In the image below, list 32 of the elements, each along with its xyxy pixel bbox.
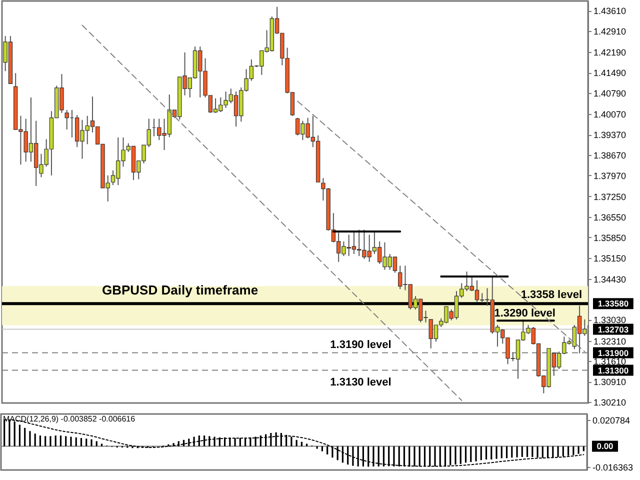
ref-line-label: 0.00 (596, 441, 614, 452)
y-tick-label: -0.016363 (592, 462, 634, 472)
chart-title: MACD(12,26,9) -0.003852 -0.006616 (3, 414, 136, 424)
y-tick-label: 1.42190 (594, 48, 626, 58)
y-tick-label: 1.34430 (594, 274, 626, 284)
y-tick-label: 1.33030 (594, 315, 626, 326)
ref-line-label: 1.32703 (598, 324, 629, 334)
y-tick-label: 1.40790 (594, 88, 626, 99)
y-tick-label: 0.020784 (592, 415, 630, 426)
y-tick-label: 1.30210 (594, 398, 626, 408)
y-tick-label: 1.31610 (594, 356, 626, 367)
y-tick-label: 1.40070 (594, 110, 626, 120)
text: GBPUSD Daily timeframe (102, 282, 258, 298)
y-tick-label: 1.38670 (594, 150, 626, 160)
annotation: 1.3190 level (330, 338, 392, 351)
y-tick-label: 1.32310 (594, 336, 626, 346)
y-tick-label: 1.37970 (594, 170, 626, 181)
ref-line-label: 1.33580 (598, 298, 629, 309)
y-tick-label: 1.37250 (594, 192, 626, 202)
y-tick-label: 1.39370 (594, 130, 626, 140)
y-tick-label: 1.30910 (594, 377, 626, 388)
y-tick-label: 1.42910 (594, 26, 626, 37)
annotation: 1.3130 level (330, 376, 392, 388)
y-tick-label: 1.36550 (594, 212, 626, 222)
band-label: 1.3358 level (520, 289, 582, 302)
y-tick-label: 1.43610 (594, 6, 626, 16)
ref-line-label: 1.31900 (598, 348, 629, 358)
y-tick-label: 1.35150 (594, 253, 626, 264)
ref-line-label: 1.31300 (598, 365, 629, 376)
annotation: 1.3290 level (494, 308, 556, 320)
y-tick-label: 1.41490 (594, 68, 626, 78)
y-tick-label: 1.35850 (594, 232, 626, 243)
